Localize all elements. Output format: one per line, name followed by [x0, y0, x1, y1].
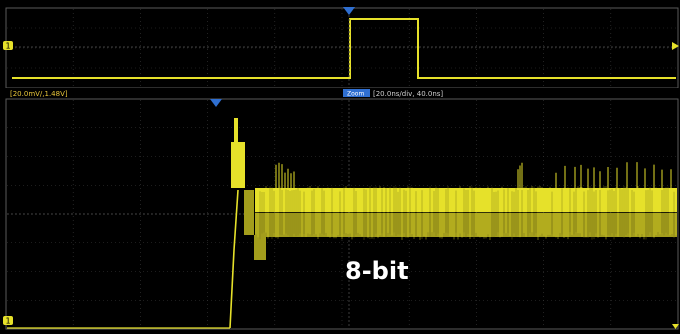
waveform-overshoot — [231, 142, 245, 188]
channel-scale-label: [20.0mV/,1.48V] — [10, 90, 68, 98]
triangle-right-icon — [672, 42, 679, 50]
zoom-waveform-band — [231, 118, 677, 260]
bit-depth-caption: 8-bit — [345, 257, 409, 285]
zoom-border — [5, 98, 679, 330]
zoom-waveform-spikes — [275, 162, 672, 190]
zoom-tag-label: Zoom — [347, 91, 364, 98]
overview-panel — [0, 0, 680, 90]
zoom-bottom-arrow-icon — [672, 324, 679, 329]
zoom-channel-marker[interactable]: 1 — [3, 316, 13, 326]
zoom-channel-marker-label: 1 — [6, 317, 11, 326]
waveform-ring-2 — [254, 235, 266, 260]
zoom-tag[interactable] — [343, 89, 370, 97]
waveform-overshoot-peak — [234, 118, 238, 148]
waveform-rising-edge — [229, 189, 239, 329]
timebase-label: [20.0ns/div, 40.0ns] — [373, 90, 443, 98]
waveform-ring-1 — [244, 190, 254, 235]
zoom-trigger-marker-icon[interactable] — [210, 99, 222, 107]
info-strip — [0, 88, 680, 98]
trigger-marker-icon[interactable] — [343, 7, 355, 15]
overview-channel-marker-label: 1 — [6, 42, 11, 51]
overview-grid — [7, 9, 677, 87]
zoom-waveform-edge — [7, 189, 239, 329]
overview-channel-marker[interactable]: 1 — [3, 41, 13, 51]
overview-waveform — [12, 18, 676, 79]
